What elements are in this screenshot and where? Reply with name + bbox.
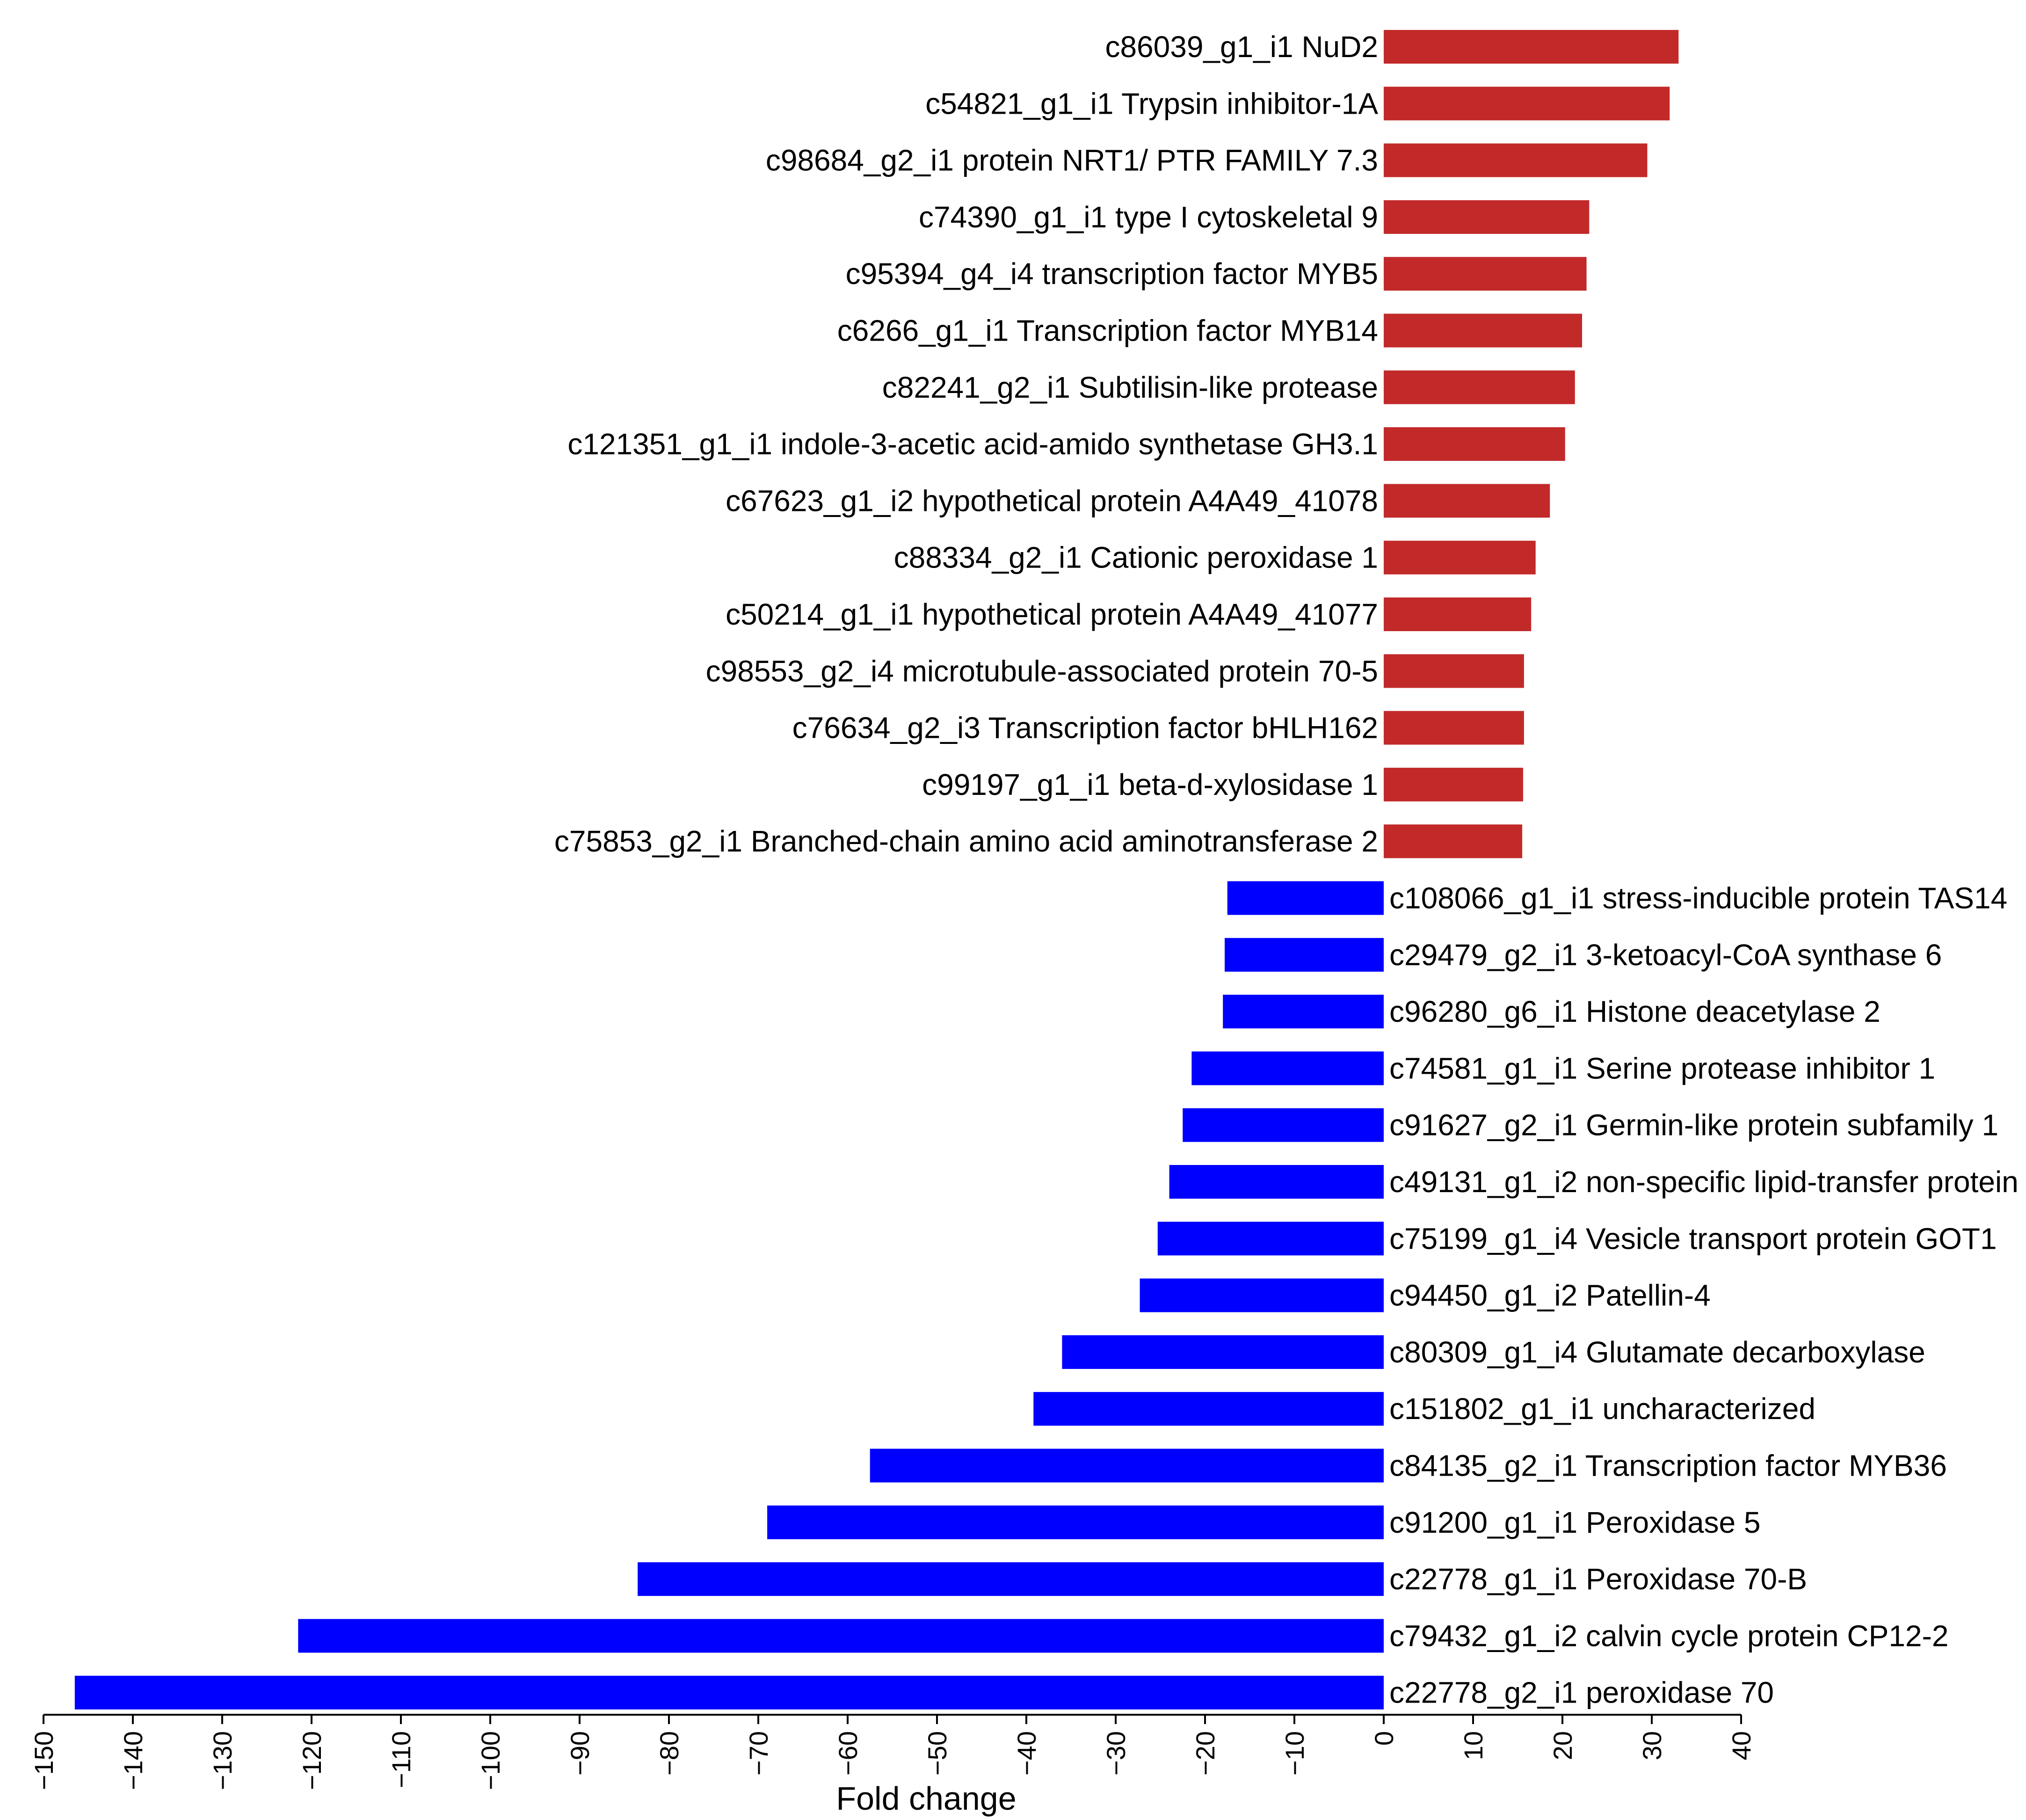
bar-26 xyxy=(870,1449,1384,1483)
bar-3 xyxy=(1384,143,1648,177)
bar-10 xyxy=(1384,540,1536,575)
x-tick-label-11: −50 xyxy=(922,1731,952,1776)
category-labels-group: c86039_g1_i1 NuD2 c54821_g1_i1 Trypsin in… xyxy=(554,30,2019,1710)
bar-24 xyxy=(1062,1335,1384,1369)
x-tick-label-8: −80 xyxy=(654,1731,684,1776)
x-tick-label-19: 30 xyxy=(1637,1731,1667,1760)
bar-label-17: c29479_g2_i1 3-ketoacyl-CoA synthase 6 xyxy=(1389,938,1942,972)
bar-label-4: c74390_g1_i1 type I cytoskeletal 9 xyxy=(919,200,1378,234)
bar-30 xyxy=(74,1675,1384,1710)
bar-1 xyxy=(1384,30,1679,64)
x-tick-label-1: −150 xyxy=(29,1731,58,1790)
bar-label-3: c98684_g2_i1 protein NRT1/ PTR FAMILY 7.… xyxy=(766,144,1378,177)
bar-label-20: c91627_g2_i1 Germin-like protein subfami… xyxy=(1389,1108,1998,1142)
x-tick-label-9: −70 xyxy=(744,1731,773,1776)
bar-18 xyxy=(1223,995,1384,1029)
bar-label-2: c54821_g1_i1 Trypsin inhibitor-1A xyxy=(925,87,1378,120)
bar-label-16: c108066_g1_i1 stress-inducible protein T… xyxy=(1389,881,2007,915)
bar-label-23: c94450_g1_i2 Patellin-4 xyxy=(1389,1279,1711,1312)
bar-20 xyxy=(1183,1108,1384,1142)
bar-label-6: c6266_g1_i1 Transcription factor MYB14 xyxy=(837,314,1378,348)
x-tick-label-7: −90 xyxy=(565,1731,595,1776)
bar-label-11: c50214_g1_i1 hypothetical protein A4A49_… xyxy=(726,597,1378,631)
bar-label-21: c49131_g1_i2 non-specific lipid-transfer… xyxy=(1389,1165,2019,1199)
x-tick-label-6: −100 xyxy=(476,1731,505,1790)
x-tick-label-13: −30 xyxy=(1101,1731,1131,1776)
bar-label-15: c75853_g2_i1 Branched-chain amino acid a… xyxy=(554,824,1378,858)
bar-label-5: c95394_g4_i4 transcription factor MYB5 xyxy=(846,257,1378,291)
bar-17 xyxy=(1225,938,1384,972)
x-tick-label-5: −110 xyxy=(386,1731,416,1788)
bar-label-14: c99197_g1_i1 beta-d-xylosidase 1 xyxy=(922,768,1378,801)
bar-15 xyxy=(1384,824,1523,859)
bar-label-1: c86039_g1_i1 NuD2 xyxy=(1105,30,1378,64)
bar-12 xyxy=(1384,654,1524,688)
x-tick-label-3: −130 xyxy=(208,1731,237,1790)
bars-group xyxy=(74,30,1679,1710)
bar-27 xyxy=(767,1505,1384,1539)
bar-28 xyxy=(638,1562,1384,1596)
x-tick-label-16: 0 xyxy=(1369,1731,1399,1746)
bar-label-30: c22778_g2_i1 peroxidase 70 xyxy=(1389,1676,1774,1710)
bar-29 xyxy=(298,1619,1384,1653)
x-tick-label-10: −60 xyxy=(833,1731,863,1776)
bar-label-8: c121351_g1_i1 indole-3-acetic acid-amido… xyxy=(567,427,1378,461)
bar-label-13: c76634_g2_i3 Transcription factor bHLH16… xyxy=(792,711,1378,745)
bar-2 xyxy=(1384,87,1670,121)
x-tick-label-2: −140 xyxy=(118,1731,148,1790)
bar-16 xyxy=(1227,881,1384,915)
bar-label-7: c82241_g2_i1 Subtilisin-like protease xyxy=(882,371,1378,404)
bar-label-18: c96280_g6_i1 Histone deacetylase 2 xyxy=(1389,995,1881,1028)
bar-25 xyxy=(1033,1392,1384,1426)
bar-23 xyxy=(1140,1278,1384,1312)
bar-11 xyxy=(1384,597,1532,631)
bar-4 xyxy=(1384,200,1590,234)
x-tick-label-4: −120 xyxy=(297,1731,327,1790)
bar-label-10: c88334_g2_i1 Cationic peroxidase 1 xyxy=(894,541,1378,575)
bar-label-26: c84135_g2_i1 Transcription factor MYB36 xyxy=(1389,1449,1947,1483)
bar-label-22: c75199_g1_i4 Vesicle transport protein G… xyxy=(1389,1222,1997,1255)
bar-6 xyxy=(1384,313,1583,348)
x-tick-label-18: 20 xyxy=(1548,1731,1577,1760)
bar-9 xyxy=(1384,484,1550,518)
bar-7 xyxy=(1384,370,1575,404)
bar-13 xyxy=(1384,711,1524,745)
bar-label-28: c22778_g1_i1 Peroxidase 70-B xyxy=(1389,1562,1807,1596)
bar-label-24: c80309_g1_i4 Glutamate decarboxylase xyxy=(1389,1335,1925,1369)
x-axis: −150 −140 −130 −120 −110 −100 −90 −80 −70 −60 −50−… xyxy=(29,1714,1756,1790)
bar-14 xyxy=(1384,767,1523,801)
x-axis-title: Fold change xyxy=(836,1780,1016,1817)
bar-22 xyxy=(1157,1222,1384,1256)
bar-label-9: c67623_g1_i2 hypothetical protein A4A49_… xyxy=(726,484,1378,517)
bar-label-27: c91200_g1_i1 Peroxidase 5 xyxy=(1389,1506,1761,1539)
bar-8 xyxy=(1384,427,1565,461)
bar-5 xyxy=(1384,257,1587,291)
x-tick-label-15: −10 xyxy=(1280,1731,1309,1776)
bar-19 xyxy=(1191,1051,1384,1085)
x-tick-label-20: 40 xyxy=(1727,1731,1756,1760)
bar-label-25: c151802_g1_i1 uncharacterized xyxy=(1389,1392,1815,1426)
x-tick-label-14: −20 xyxy=(1191,1731,1220,1776)
x-tick-label-12: −40 xyxy=(1012,1731,1041,1776)
bar-21 xyxy=(1169,1165,1384,1199)
bar-label-19: c74581_g1_i1 Serine protease inhibitor 1 xyxy=(1389,1051,1935,1085)
x-tick-label-17: 10 xyxy=(1459,1731,1488,1760)
bar-label-12: c98553_g2_i4 microtubule-associated prot… xyxy=(706,654,1378,688)
bar-label-29: c79432_g1_i2 calvin cycle protein CP12-2 xyxy=(1389,1619,1948,1653)
